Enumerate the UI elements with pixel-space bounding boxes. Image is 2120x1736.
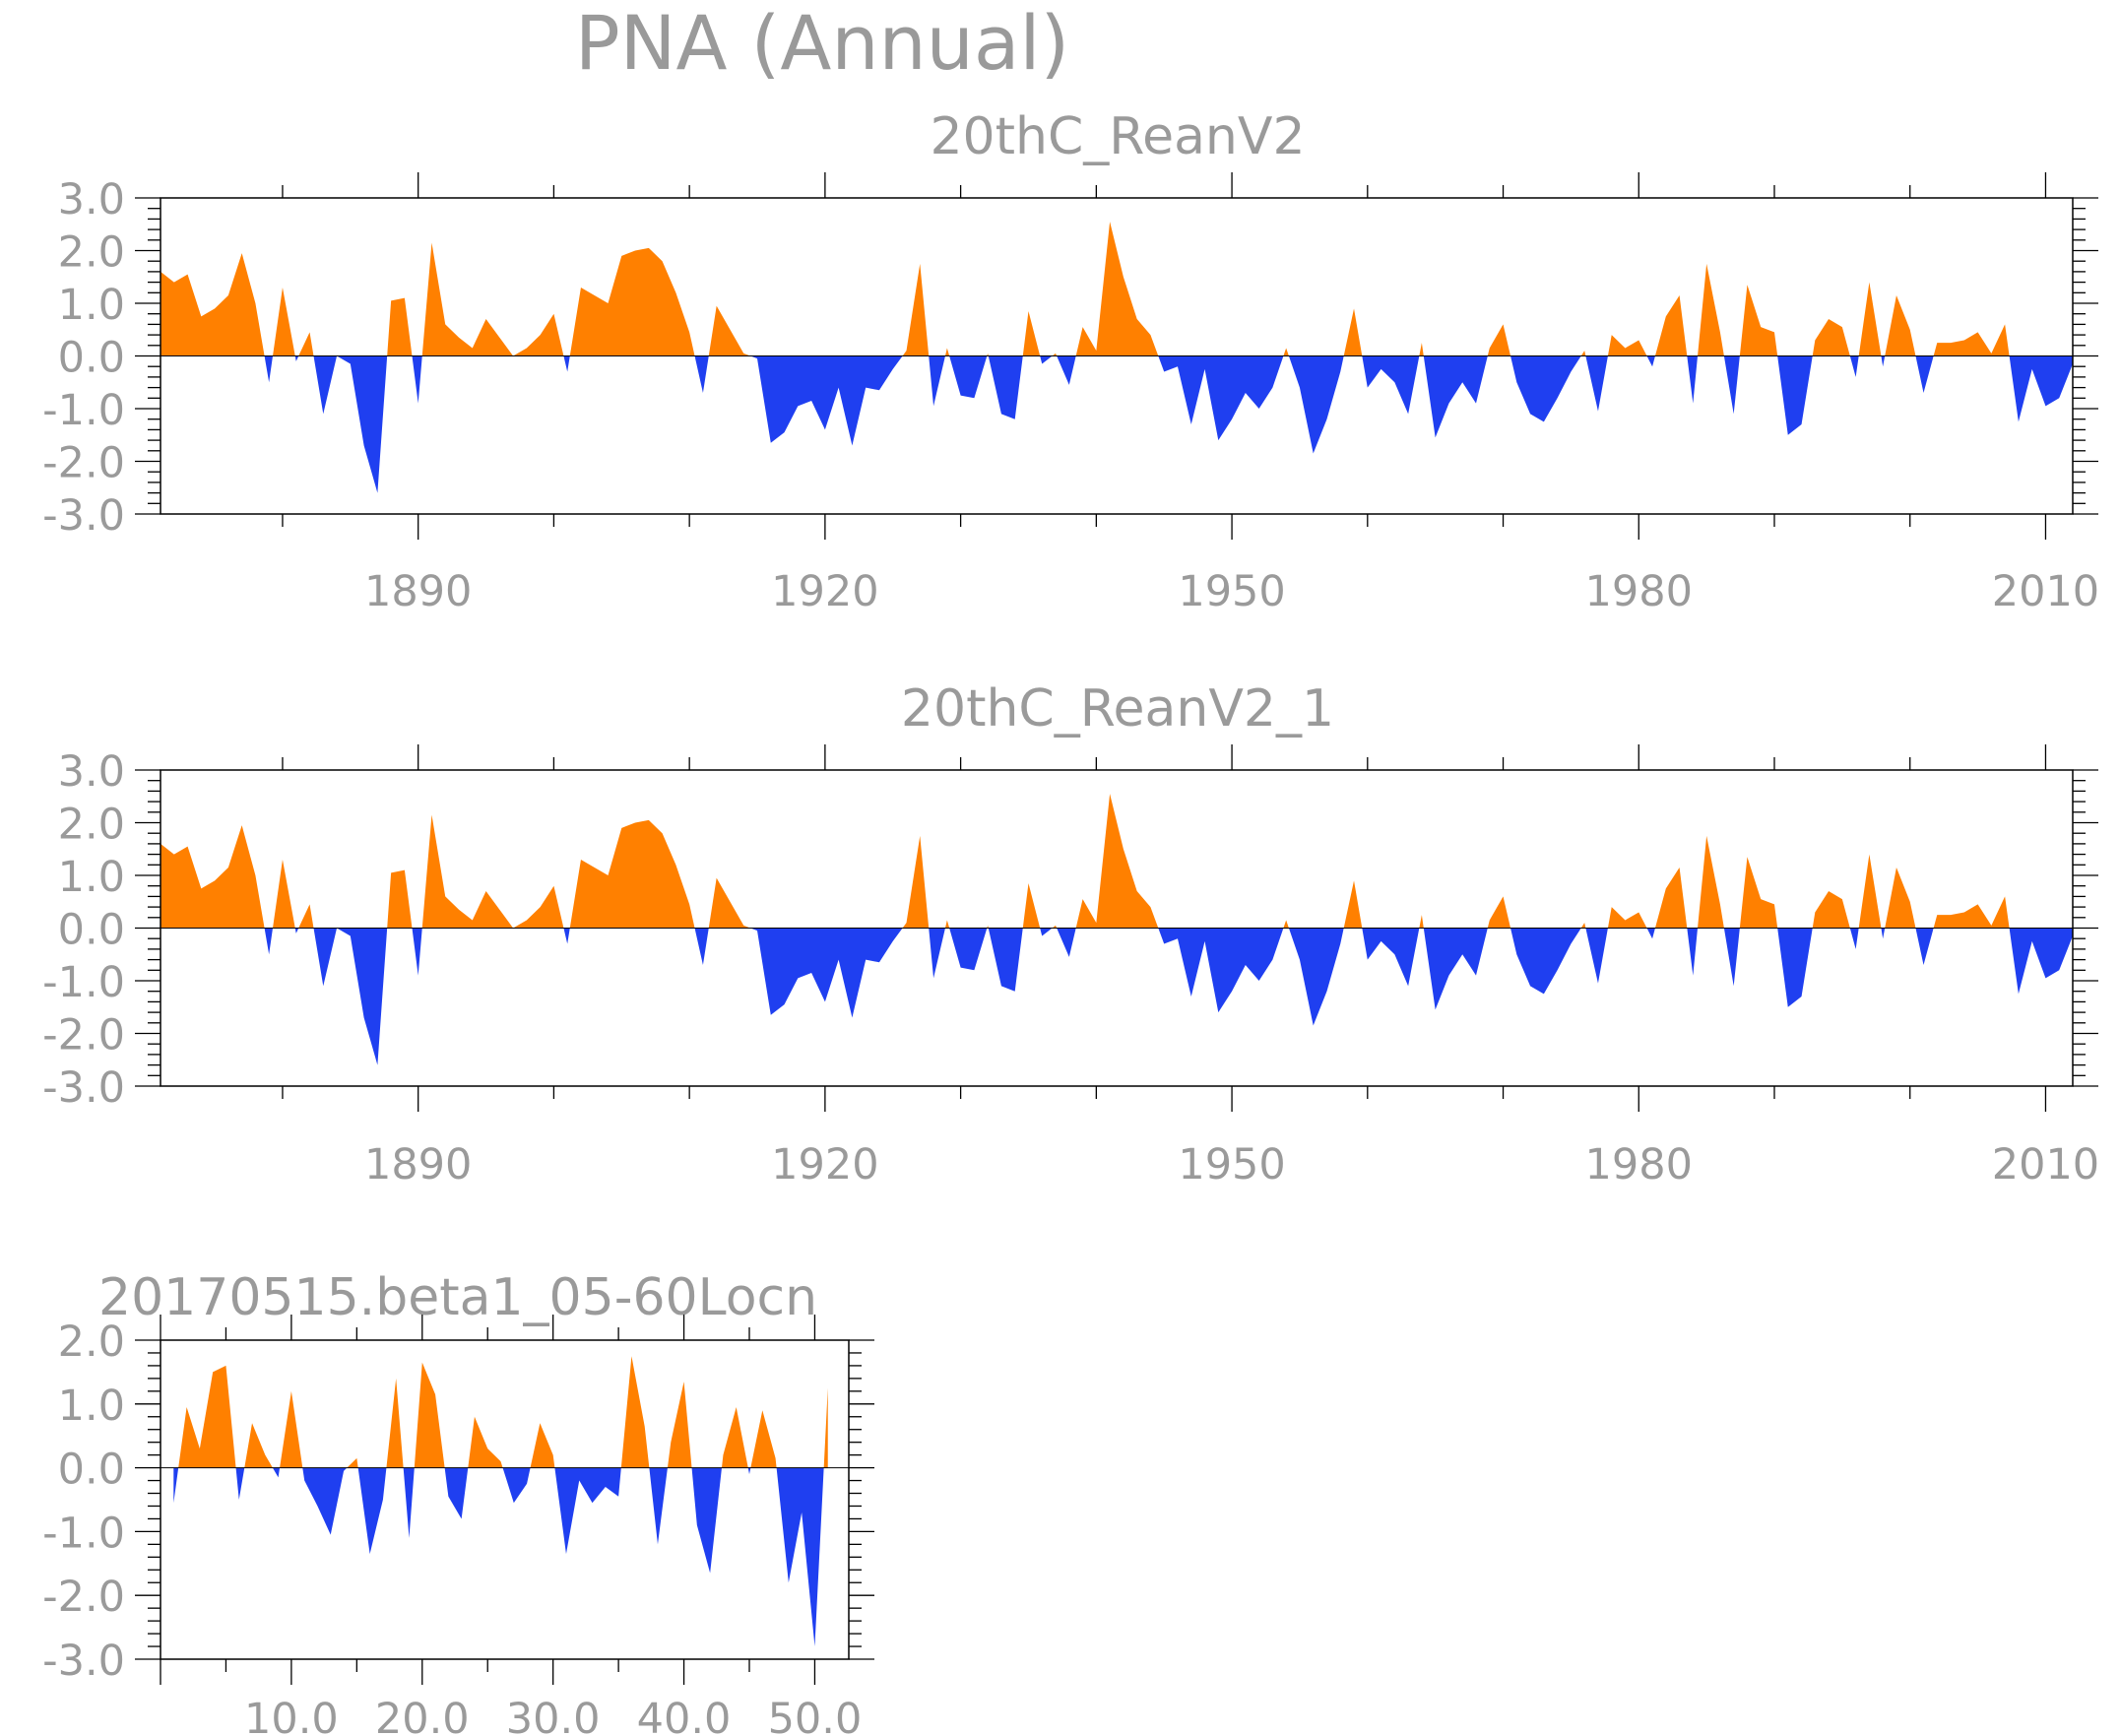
x-tick-label: 1890 <box>364 567 472 616</box>
y-tick-label: 0.0 <box>58 1446 125 1495</box>
x-tick-label: 2010 <box>1992 567 2099 616</box>
y-tick-label: 3.0 <box>58 175 125 225</box>
y-tick-label: -3.0 <box>42 491 125 541</box>
panel-title: 20thC_ReanV2 <box>930 107 1305 166</box>
x-tick-label: 1950 <box>1178 1140 1285 1189</box>
y-tick-label: 3.0 <box>58 747 125 797</box>
x-tick-label: 1950 <box>1178 567 1285 616</box>
y-tick-label: 0.0 <box>58 334 125 383</box>
y-tick-label: -2.0 <box>42 1011 125 1061</box>
negative-area <box>161 355 2073 493</box>
x-tick-label: 50.0 <box>768 1695 863 1736</box>
y-tick-label: 1.0 <box>58 853 125 902</box>
figure-title: PNA (Annual) <box>575 0 1069 87</box>
y-tick-label: -1.0 <box>42 1509 125 1558</box>
positive-area <box>161 794 2073 929</box>
x-tick-label: 1980 <box>1585 1140 1693 1189</box>
positive-area <box>173 1356 828 1468</box>
x-tick-label: 1890 <box>364 1140 472 1189</box>
x-tick-label: 1980 <box>1585 567 1693 616</box>
panel-title: 20170515.beta1_05-60Locn <box>98 1268 817 1327</box>
x-tick-label: 1920 <box>771 567 878 616</box>
y-tick-label: 2.0 <box>58 1318 125 1367</box>
panel-20thc-reanv2: 20thC_ReanV2 3.02.01.00.0-1.0-2.0-3.0 189… <box>42 107 2099 616</box>
y-tick-label: -2.0 <box>42 1573 125 1622</box>
panel-20170515-beta1: 20170515.beta1_05-60Locn 2.0 1.0 0.0 -1.0 -2… <box>42 1268 874 1736</box>
y-tick-label: -3.0 <box>42 1063 125 1113</box>
x-tick-label: 20.0 <box>375 1695 470 1736</box>
x-tick-label: 2010 <box>1992 1140 2099 1189</box>
y-tick-label: -2.0 <box>42 439 125 488</box>
panel-title: 20thC_ReanV2_1 <box>901 679 1334 739</box>
x-tick-label: 40.0 <box>637 1695 732 1736</box>
y-tick-label: -1.0 <box>42 958 125 1007</box>
negative-area <box>161 928 2073 1065</box>
positive-area <box>161 222 2073 356</box>
y-tick-label: -3.0 <box>42 1637 125 1686</box>
y-tick-label: 1.0 <box>58 281 125 330</box>
panel-20thc-reanv2-1: 20thC_ReanV2_1 3.02.01.00.0-1.0-2.0-3.0 1… <box>42 679 2099 1189</box>
negative-area <box>173 1467 828 1647</box>
x-tick-label: 10.0 <box>244 1695 339 1736</box>
x-tick-label: 30.0 <box>506 1695 601 1736</box>
y-tick-label: 0.0 <box>58 906 125 955</box>
plot-frame <box>160 1339 850 1660</box>
x-tick-label: 1920 <box>771 1140 878 1189</box>
y-tick-label: 1.0 <box>58 1382 125 1431</box>
y-tick-label: 2.0 <box>58 801 125 850</box>
y-tick-label: -1.0 <box>42 386 125 435</box>
y-tick-label: 2.0 <box>58 228 125 278</box>
